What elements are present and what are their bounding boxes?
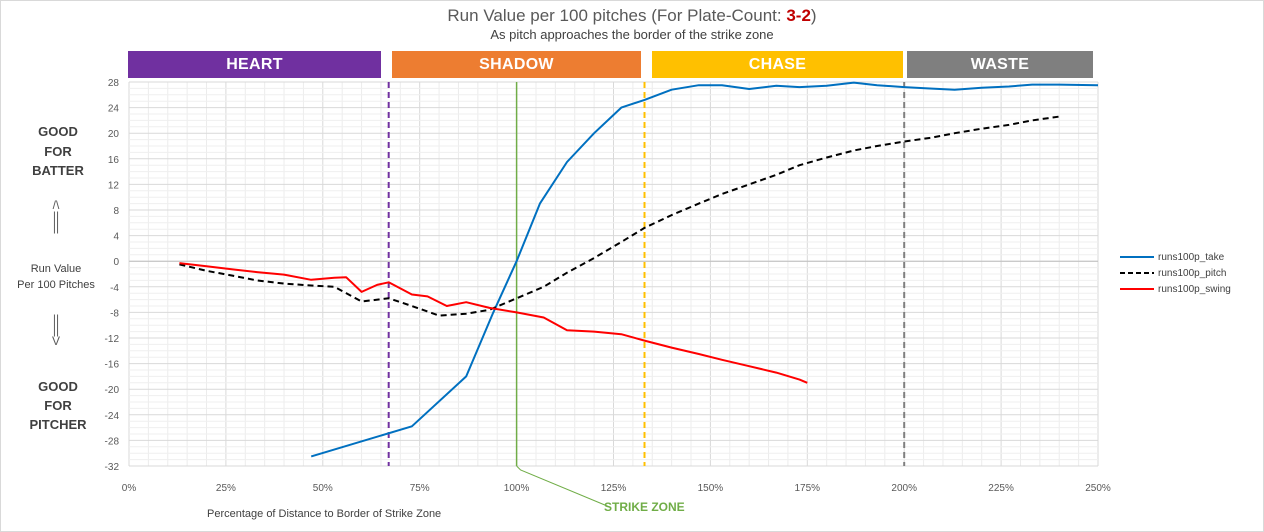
y-tick-label: -24 [105,411,120,422]
pitcher-line-3: PITCHER [29,417,87,432]
batter-line-1: GOOD [38,124,78,139]
x-tick-label: 50% [313,483,333,494]
legend-label-swing: runs100p_swing [1158,283,1231,295]
y-tick-label: -20 [105,385,120,396]
x-tick-label: 200% [891,483,917,494]
legend-swatch-pitch [1120,272,1154,274]
x-tick-label: 0% [122,483,137,494]
arrow-up-icon: /\ || || [52,198,60,234]
ylabel-line-2: Per 100 Pitches [17,279,95,291]
x-tick-label: 175% [795,483,821,494]
strike-zone-label: STRIKE ZONE [604,500,685,514]
x-tick-label: 125% [601,483,627,494]
y-tick-label: -28 [105,436,120,447]
legend-item-take: runs100p_take [1120,249,1231,265]
y-tick-label: 28 [108,78,120,89]
y-tick-label: 16 [108,155,120,166]
band-chase: CHASE [652,51,903,78]
x-tick-label: 75% [410,483,430,494]
x-axis-title: Percentage of Distance to Border of Stri… [207,508,442,520]
y-tick-label: 20 [108,129,120,140]
y-tick-label: 12 [108,180,120,191]
y-tick-label: -32 [105,462,120,473]
legend-label-pitch: runs100p_pitch [1158,267,1227,279]
pitcher-line-2: FOR [44,398,72,413]
legend-item-pitch: runs100p_pitch [1120,265,1231,281]
batter-line-2: FOR [44,144,72,159]
chart-subtitle: As pitch approaches the border of the st… [490,27,774,42]
x-tick-label: 150% [698,483,724,494]
x-tick-label: 100% [504,483,530,494]
gridlines [128,81,1099,467]
series-line-swing [179,262,808,384]
legend-swatch-swing [1120,288,1154,290]
legend-swatch-take [1120,256,1154,258]
pitcher-line-1: GOOD [38,379,78,394]
legend-label-take: runs100p_take [1158,251,1225,263]
band-waste: WASTE [907,51,1093,78]
chart-title: Run Value per 100 pitches (For Plate-Cou… [0,6,1264,26]
series-line-take [310,81,1099,458]
y-tick-label: -16 [105,360,120,371]
y-tick-label: 4 [113,232,119,243]
y-tick-label: 8 [113,206,119,217]
band-shadow: SHADOW [392,51,641,78]
arrow-down-icon: || || V [51,312,60,348]
y-tick-label: -4 [110,283,119,294]
x-tick-label: 225% [988,483,1014,494]
chart-title-close: ) [810,6,817,25]
y-tick-label: -12 [105,334,120,345]
band-heart: HEART [128,51,381,78]
plate-count: 3-2 [786,6,811,25]
ylabel-line-1: Run Value [30,263,82,275]
batter-line-3: BATTER [32,163,84,178]
y-tick-label: 24 [108,104,120,115]
x-tick-label: 250% [1085,483,1111,494]
y-tick-label: -8 [110,308,119,319]
x-tick-label: 25% [216,483,236,494]
legend: runs100p_take runs100p_pitch runs100p_sw… [1120,249,1231,297]
chart-title-text: Run Value per 100 pitches (For Plate-Cou… [447,6,787,25]
strike-zone-leader [516,465,610,508]
y-tick-label: 0 [113,257,119,268]
legend-item-swing: runs100p_swing [1120,281,1231,297]
